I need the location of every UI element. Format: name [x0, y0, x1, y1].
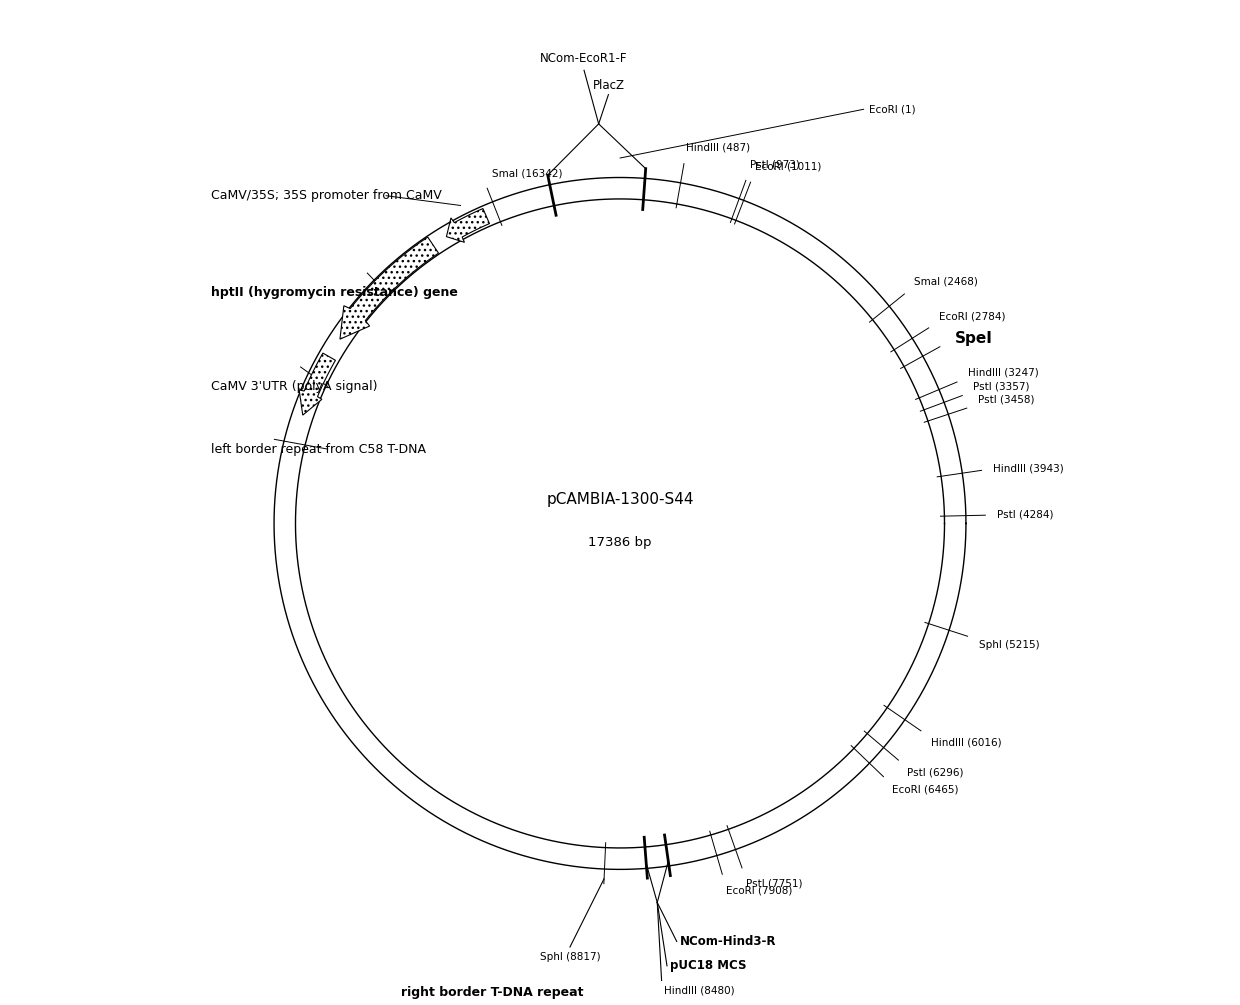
- Text: EcoRI (7908): EcoRI (7908): [725, 885, 792, 895]
- Text: CaMV 3'UTR (polyA signal): CaMV 3'UTR (polyA signal): [211, 380, 377, 393]
- Text: HindIII (3943): HindIII (3943): [993, 463, 1064, 473]
- Text: EcoRI (6465): EcoRI (6465): [892, 785, 959, 795]
- Polygon shape: [299, 353, 336, 415]
- Text: CaMV/35S; 35S promoter from CaMV: CaMV/35S; 35S promoter from CaMV: [211, 189, 441, 202]
- Polygon shape: [340, 237, 439, 339]
- Text: PstI (6296): PstI (6296): [908, 768, 963, 778]
- Text: HindIII (6016): HindIII (6016): [930, 738, 1001, 748]
- Text: pCAMBIA-1300-S44: pCAMBIA-1300-S44: [547, 491, 693, 507]
- Text: EcoRI (1): EcoRI (1): [868, 105, 915, 115]
- Text: PstI (7751): PstI (7751): [746, 879, 802, 889]
- Text: SmaI (16342): SmaI (16342): [492, 169, 563, 179]
- Text: EcoRI (2784): EcoRI (2784): [939, 312, 1006, 322]
- Text: 17386 bp: 17386 bp: [588, 537, 652, 550]
- Text: pUC18 MCS: pUC18 MCS: [670, 960, 746, 973]
- Text: HindIII (487): HindIII (487): [686, 142, 750, 152]
- Text: PstI (4284): PstI (4284): [997, 510, 1054, 520]
- Text: SphI (8817): SphI (8817): [539, 952, 600, 962]
- Text: NCom-EcoR1-F: NCom-EcoR1-F: [541, 52, 627, 65]
- Text: HindIII (3247): HindIII (3247): [967, 368, 1039, 378]
- Text: PstI (3357): PstI (3357): [973, 382, 1029, 391]
- Text: NCom-Hind3-R: NCom-Hind3-R: [680, 935, 776, 948]
- Text: HindIII (8480): HindIII (8480): [665, 985, 735, 995]
- Text: SphI (5215): SphI (5215): [978, 640, 1039, 650]
- Text: EcoRI (1011): EcoRI (1011): [755, 161, 821, 171]
- Text: SpeI: SpeI: [955, 331, 993, 346]
- Text: SmaI (2468): SmaI (2468): [914, 276, 977, 286]
- Text: PstI (973): PstI (973): [750, 160, 800, 170]
- Text: hptII (hygromycin resistance) gene: hptII (hygromycin resistance) gene: [211, 286, 458, 299]
- Text: PstI (3458): PstI (3458): [978, 394, 1034, 404]
- Text: right border T-DNA repeat: right border T-DNA repeat: [401, 986, 583, 999]
- Polygon shape: [446, 209, 490, 242]
- Text: PlacZ: PlacZ: [593, 78, 625, 91]
- Text: left border repeat from C58 T-DNA: left border repeat from C58 T-DNA: [211, 442, 425, 455]
